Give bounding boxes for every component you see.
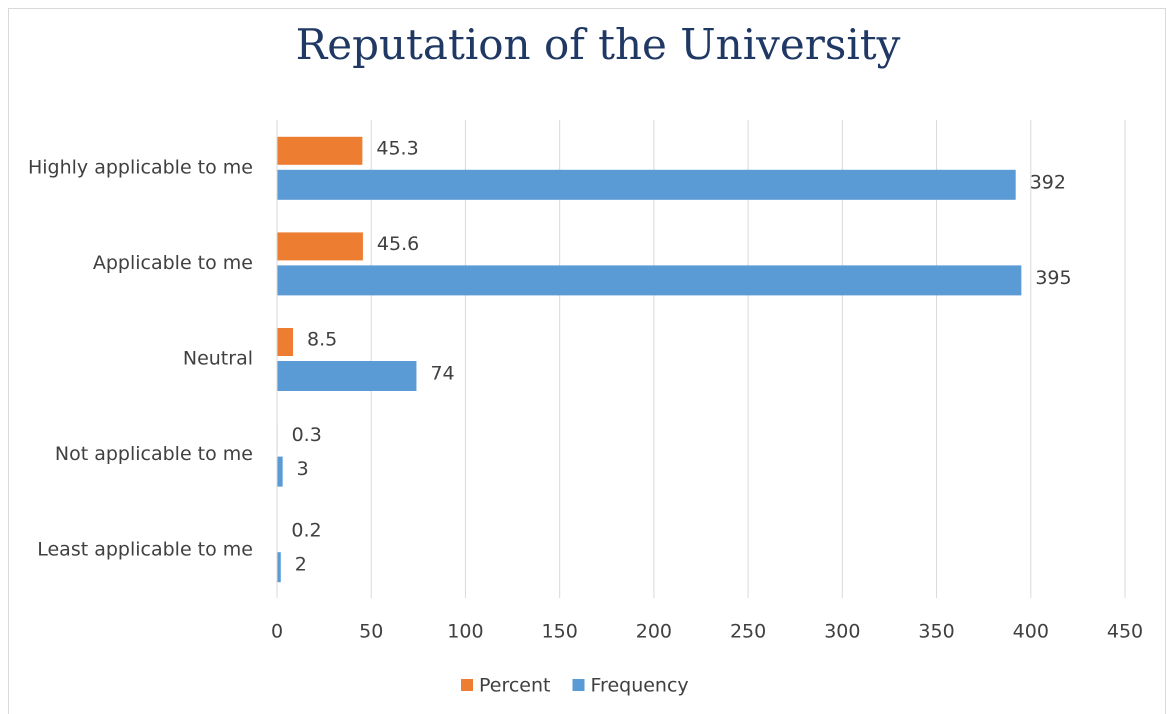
- x-tick-label: 350: [918, 621, 954, 643]
- x-tick-label: 300: [824, 621, 860, 643]
- bar: [277, 328, 294, 356]
- y-tick-label: Highly applicable to me: [28, 156, 253, 178]
- x-tick-label: 50: [359, 621, 383, 643]
- bar: [277, 361, 417, 391]
- data-label: 8.5: [307, 329, 337, 351]
- data-label: 395: [1035, 267, 1071, 289]
- chart-title: Reputation of the University: [296, 20, 901, 69]
- data-label: 2: [295, 554, 307, 576]
- legend-swatch: [461, 679, 473, 691]
- x-tick-label: 250: [730, 621, 766, 643]
- data-label: 45.6: [377, 233, 419, 255]
- chart-frame: [8, 8, 1166, 714]
- bar: [277, 552, 281, 583]
- y-tick-label: Neutral: [183, 348, 253, 370]
- x-tick-label: 100: [447, 621, 483, 643]
- y-tick-label: Not applicable to me: [55, 443, 253, 465]
- y-tick-label: Least applicable to me: [37, 539, 253, 561]
- bar: [277, 456, 283, 487]
- x-tick-label: 200: [636, 621, 672, 643]
- x-tick-label: 0: [271, 621, 283, 643]
- data-label: 3: [297, 458, 309, 480]
- x-tick-label: 450: [1107, 621, 1143, 643]
- legend-label: Frequency: [591, 675, 689, 697]
- bar: [277, 169, 1016, 200]
- data-label: 74: [430, 363, 454, 385]
- data-label: 392: [1030, 171, 1066, 193]
- data-label: 0.3: [292, 424, 322, 446]
- y-tick-label: Applicable to me: [93, 252, 253, 274]
- x-tick-label: 400: [1013, 621, 1049, 643]
- data-label: 45.3: [376, 137, 418, 159]
- legend-swatch: [572, 679, 585, 691]
- x-tick-label: 150: [542, 621, 578, 643]
- legend-label: Percent: [479, 675, 551, 697]
- data-label: 0.2: [291, 520, 321, 542]
- bar: [277, 232, 363, 261]
- bar: [277, 136, 363, 165]
- bar: [277, 265, 1022, 296]
